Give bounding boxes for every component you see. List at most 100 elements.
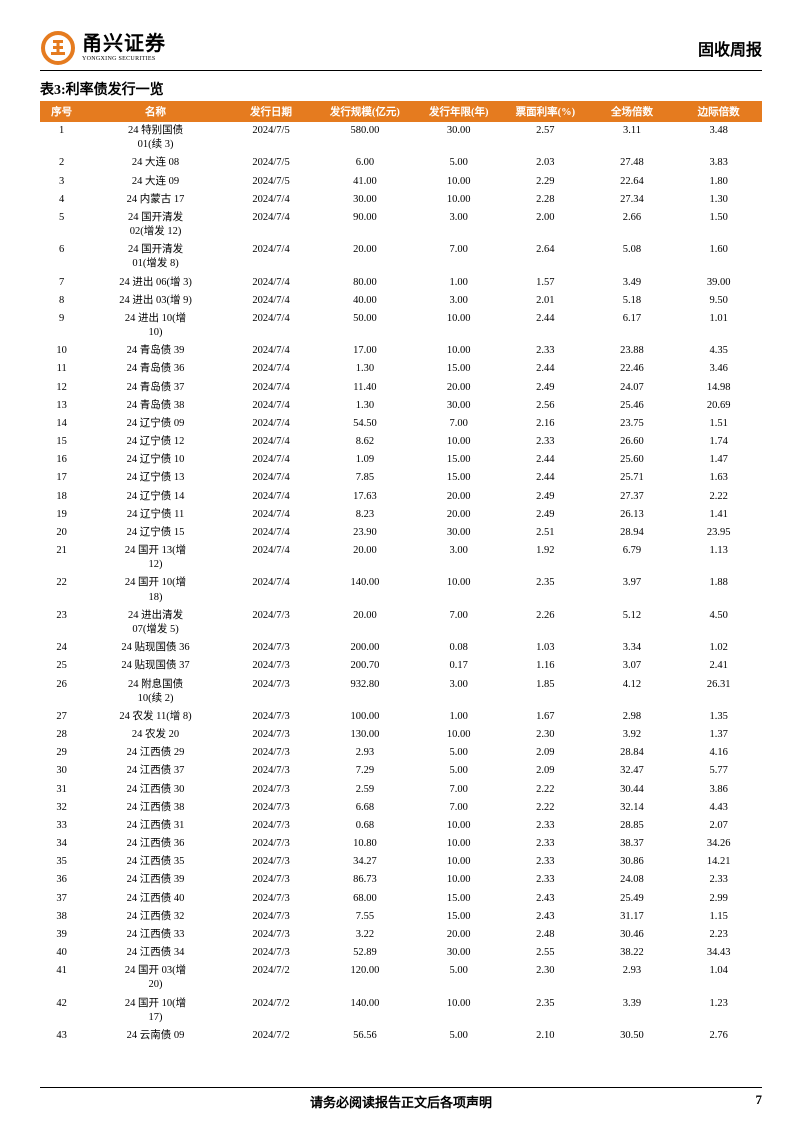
table-cell: 30.50 bbox=[589, 1027, 676, 1045]
table-cell: 1.74 bbox=[675, 433, 762, 451]
table-cell: 24 贴现国债 37 bbox=[83, 657, 227, 675]
table-cell: 14.21 bbox=[675, 853, 762, 871]
table-cell: 7.00 bbox=[415, 799, 502, 817]
table-cell: 13 bbox=[40, 397, 83, 415]
table-cell: 3.86 bbox=[675, 781, 762, 799]
table-cell: 1.30 bbox=[675, 191, 762, 209]
table-row: 2924 江西债 292024/7/32.935.002.0928.844.16 bbox=[40, 744, 762, 762]
table-cell: 2024/7/4 bbox=[228, 310, 315, 342]
table-cell: 1.04 bbox=[675, 962, 762, 994]
table-cell: 22.64 bbox=[589, 173, 676, 191]
table-cell: 24 附息国债 10(续 2) bbox=[83, 676, 227, 708]
table-cell: 15 bbox=[40, 433, 83, 451]
table-cell: 27.48 bbox=[589, 154, 676, 172]
table-cell: 2024/7/2 bbox=[228, 1027, 315, 1045]
table-cell: 2024/7/3 bbox=[228, 799, 315, 817]
table-cell: 1.88 bbox=[675, 574, 762, 606]
table-cell: 2.28 bbox=[502, 191, 589, 209]
table-row: 424 内蒙古 172024/7/430.0010.002.2827.341.3… bbox=[40, 191, 762, 209]
table-header-row: 序号 名称 发行日期 发行规模(亿元) 发行年限(年) 票面利率(%) 全场倍数… bbox=[40, 101, 762, 122]
table-cell: 2024/7/3 bbox=[228, 781, 315, 799]
table-cell: 2.49 bbox=[502, 506, 589, 524]
table-cell: 24 国开 10(增 18) bbox=[83, 574, 227, 606]
table-cell: 24 辽宁债 15 bbox=[83, 524, 227, 542]
table-cell: 1.37 bbox=[675, 726, 762, 744]
table-cell: 3.83 bbox=[675, 154, 762, 172]
table-cell: 3.48 bbox=[675, 122, 762, 154]
table-cell: 20.69 bbox=[675, 397, 762, 415]
table-cell: 100.00 bbox=[314, 708, 415, 726]
table-row: 1524 辽宁债 122024/7/48.6210.002.3326.601.7… bbox=[40, 433, 762, 451]
table-cell: 140.00 bbox=[314, 574, 415, 606]
table-cell: 9.50 bbox=[675, 292, 762, 310]
table-cell: 2.22 bbox=[502, 799, 589, 817]
table-cell: 39 bbox=[40, 926, 83, 944]
table-cell: 7.00 bbox=[415, 781, 502, 799]
table-cell: 5.77 bbox=[675, 762, 762, 780]
table-cell: 24 江西债 40 bbox=[83, 890, 227, 908]
table-cell: 18 bbox=[40, 488, 83, 506]
table-cell: 2024/7/5 bbox=[228, 154, 315, 172]
table-cell: 2.76 bbox=[675, 1027, 762, 1045]
table-cell: 20.00 bbox=[415, 506, 502, 524]
table-cell: 31.17 bbox=[589, 908, 676, 926]
table-row: 2324 进出清发 07(增发 5)2024/7/320.007.002.265… bbox=[40, 607, 762, 639]
table-cell: 2.49 bbox=[502, 488, 589, 506]
table-cell: 1.85 bbox=[502, 676, 589, 708]
table-cell: 7 bbox=[40, 274, 83, 292]
table-cell: 30.00 bbox=[314, 191, 415, 209]
table-cell: 2.16 bbox=[502, 415, 589, 433]
table-row: 3424 江西债 362024/7/310.8010.002.3338.3734… bbox=[40, 835, 762, 853]
page-header: 甬兴证券 YONGXING SECURITIES 固收周报 bbox=[40, 30, 762, 71]
table-cell: 22.46 bbox=[589, 360, 676, 378]
table-cell: 23.88 bbox=[589, 342, 676, 360]
table-cell: 10.80 bbox=[314, 835, 415, 853]
table-row: 324 大连 092024/7/541.0010.002.2922.641.80 bbox=[40, 173, 762, 191]
table-cell: 2.56 bbox=[502, 397, 589, 415]
table-cell: 2.44 bbox=[502, 451, 589, 469]
logo-en: YONGXING SECURITIES bbox=[82, 56, 166, 62]
table-cell: 54.50 bbox=[314, 415, 415, 433]
table-cell: 14.98 bbox=[675, 379, 762, 397]
table-cell: 24 贴现国债 36 bbox=[83, 639, 227, 657]
table-cell: 24 江西债 38 bbox=[83, 799, 227, 817]
table-cell: 2.48 bbox=[502, 926, 589, 944]
table-row: 2724 农发 11(增 8)2024/7/3100.001.001.672.9… bbox=[40, 708, 762, 726]
table-cell: 7.00 bbox=[415, 607, 502, 639]
table-cell: 3 bbox=[40, 173, 83, 191]
logo-block: 甬兴证券 YONGXING SECURITIES bbox=[40, 30, 166, 66]
table-cell: 5 bbox=[40, 209, 83, 241]
table-row: 524 国开清发 02(增发 12)2024/7/490.003.002.002… bbox=[40, 209, 762, 241]
table-cell: 30.44 bbox=[589, 781, 676, 799]
table-cell: 25.49 bbox=[589, 890, 676, 908]
table-row: 2024 辽宁债 152024/7/423.9030.002.5128.9423… bbox=[40, 524, 762, 542]
table-cell: 12 bbox=[40, 379, 83, 397]
table-cell: 20.00 bbox=[415, 379, 502, 397]
table-cell: 1.41 bbox=[675, 506, 762, 524]
table-row: 1424 辽宁债 092024/7/454.507.002.1623.751.5… bbox=[40, 415, 762, 433]
table-cell: 2.44 bbox=[502, 469, 589, 487]
table-cell: 2024/7/3 bbox=[228, 926, 315, 944]
table-cell: 4.35 bbox=[675, 342, 762, 360]
table-cell: 24 江西债 34 bbox=[83, 944, 227, 962]
table-cell: 24 青岛债 36 bbox=[83, 360, 227, 378]
table-cell: 2.22 bbox=[675, 488, 762, 506]
table-row: 1224 青岛债 372024/7/411.4020.002.4924.0714… bbox=[40, 379, 762, 397]
table-cell: 24 江西债 30 bbox=[83, 781, 227, 799]
table-cell: 3.92 bbox=[589, 726, 676, 744]
page-footer: 请务必阅读报告正文后各项声明 7 bbox=[40, 1087, 762, 1111]
table-cell: 2.22 bbox=[502, 781, 589, 799]
table-cell: 38.37 bbox=[589, 835, 676, 853]
table-cell: 2024/7/3 bbox=[228, 657, 315, 675]
table-cell: 2.55 bbox=[502, 944, 589, 962]
table-cell: 20.00 bbox=[314, 542, 415, 574]
table-cell: 1.15 bbox=[675, 908, 762, 926]
table-cell: 2024/7/4 bbox=[228, 292, 315, 310]
table-cell: 20.00 bbox=[314, 607, 415, 639]
table-row: 1124 青岛债 362024/7/41.3015.002.4422.463.4… bbox=[40, 360, 762, 378]
table-cell: 15.00 bbox=[415, 908, 502, 926]
table-cell: 2024/7/3 bbox=[228, 744, 315, 762]
table-cell: 2.44 bbox=[502, 360, 589, 378]
table-cell: 24 辽宁债 09 bbox=[83, 415, 227, 433]
table-row: 2424 贴现国债 362024/7/3200.000.081.033.341.… bbox=[40, 639, 762, 657]
